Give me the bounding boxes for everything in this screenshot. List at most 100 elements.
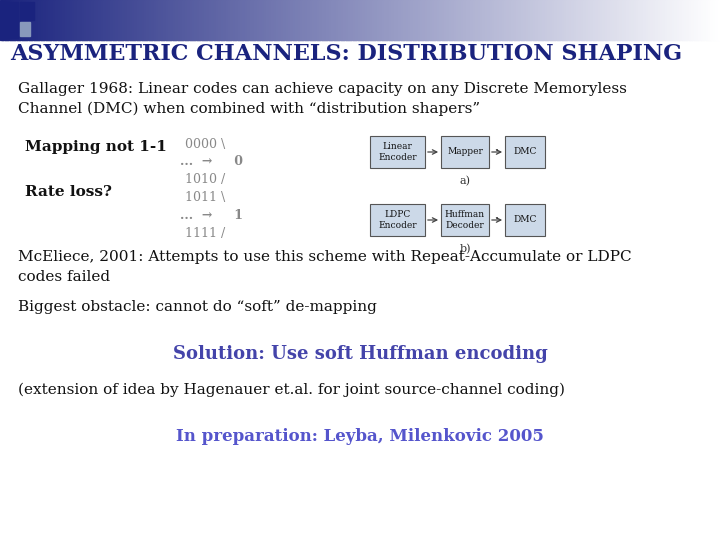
Bar [101,0,104,40]
Bar [391,0,395,40]
Bar [297,0,301,40]
Bar [171,0,174,40]
Bar [173,0,176,40]
Bar [408,0,411,40]
Bar [415,0,418,40]
Bar [405,0,409,40]
Bar [182,0,186,40]
Bar [595,0,598,40]
Bar [221,0,224,40]
Bar [12,0,15,40]
Bar [542,0,546,40]
Bar [132,0,135,40]
Bar [612,0,616,40]
Bar [348,0,351,40]
Bar [444,0,447,40]
Bar [506,0,510,40]
Bar [286,0,289,40]
Bar [247,0,251,40]
Bar [547,0,551,40]
Bar [473,0,476,40]
Bar [276,0,279,40]
Bar [621,0,625,40]
Bar [333,0,337,40]
Bar [295,0,299,40]
Bar [439,0,443,40]
Bar [346,0,349,40]
Bar [199,0,202,40]
Bar [99,0,102,40]
Bar [502,0,505,40]
Bar [36,0,40,40]
Bar [17,0,20,40]
Bar [209,0,212,40]
Bar [24,0,27,40]
Bar [149,0,152,40]
Bar [505,136,545,168]
Bar [96,0,99,40]
Text: Solution: Use soft Huffman encoding: Solution: Use soft Huffman encoding [173,345,547,363]
Bar [605,0,608,40]
Bar [228,0,231,40]
Bar [197,0,200,40]
Bar [307,0,310,40]
Bar [94,0,97,40]
Bar [614,0,618,40]
Bar [653,0,656,40]
Bar [362,0,366,40]
Bar [454,0,457,40]
Bar [259,0,263,40]
Bar [466,0,469,40]
Bar [50,0,54,40]
Bar [315,0,318,40]
Bar [701,0,704,40]
Bar [475,0,479,40]
Bar [571,0,575,40]
Bar [74,0,78,40]
Bar [29,0,32,40]
Bar [235,0,238,40]
Text: Mapping not 1-1: Mapping not 1-1 [25,140,167,154]
Bar [89,0,92,40]
Bar [459,0,462,40]
Bar [257,0,260,40]
Bar [634,0,637,40]
Bar [660,0,663,40]
Bar [122,0,126,40]
Bar [504,0,508,40]
Bar [499,0,503,40]
Bar [511,0,515,40]
Bar [552,0,555,40]
Bar [274,0,277,40]
Bar [202,0,205,40]
Bar [588,0,591,40]
Text: ...  →     1: ... → 1 [180,209,243,222]
Bar [420,0,423,40]
Bar [497,0,500,40]
Bar [396,0,400,40]
Bar [233,0,236,40]
Bar [108,0,112,40]
Bar [269,0,272,40]
Bar [207,0,210,40]
Bar [696,0,699,40]
Text: In preparation: Leyba, Milenkovic 2005: In preparation: Leyba, Milenkovic 2005 [176,428,544,445]
Bar [641,0,644,40]
Bar [27,0,30,40]
Bar [110,0,114,40]
Bar [679,0,683,40]
Text: DMC: DMC [513,215,536,225]
Bar [401,0,404,40]
Bar [655,0,659,40]
Bar [117,0,121,40]
Bar [617,0,620,40]
Bar [312,0,315,40]
Bar [166,0,169,40]
Bar [581,0,584,40]
Bar [600,0,603,40]
Bar [557,0,560,40]
Text: (extension of idea by Hagenauer et.al. for joint source-channel coding): (extension of idea by Hagenauer et.al. f… [18,383,565,397]
Bar [230,0,234,40]
Bar [0,0,4,40]
Text: Biggest obstacle: cannot do “soft” de-mapping: Biggest obstacle: cannot do “soft” de-ma… [18,300,377,314]
